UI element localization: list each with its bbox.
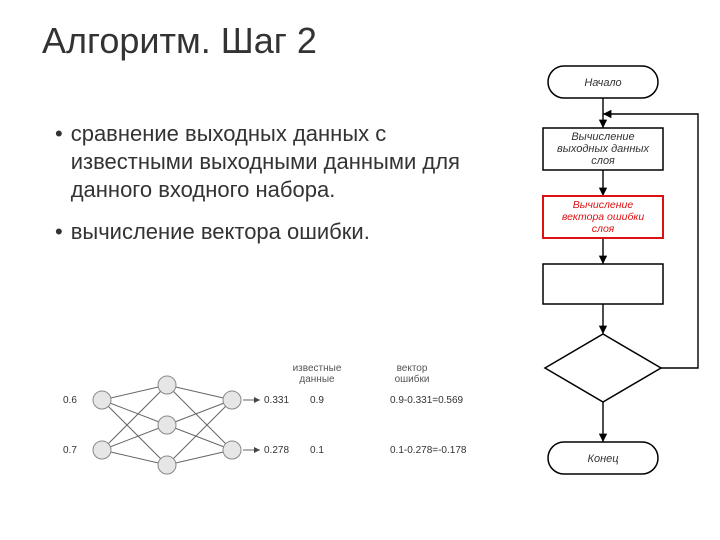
svg-text:0.1-0.278=-0.178: 0.1-0.278=-0.178: [390, 445, 467, 456]
list-item: • сравнение выходных данных с известными…: [55, 120, 475, 204]
slide-title: Алгоритм. Шаг 2: [42, 20, 317, 62]
svg-text:Начало: Начало: [584, 77, 621, 89]
svg-text:0.9: 0.9: [310, 395, 324, 406]
svg-text:слоя: слоя: [592, 223, 615, 235]
list-item: • вычисление вектора ошибки.: [55, 218, 475, 246]
svg-text:вектора ошибки: вектора ошибки: [562, 211, 644, 223]
svg-text:выходных данных: выходных данных: [557, 143, 650, 155]
svg-text:0.331: 0.331: [264, 395, 289, 406]
bullet-text: сравнение выходных данных с известными в…: [71, 120, 475, 204]
flowchart-svg: НачалоВычислениевыходных данныхслояВычис…: [488, 58, 718, 498]
svg-text:данные: данные: [299, 374, 335, 385]
flowchart-diagram: НачалоВычислениевыходных данныхслояВычис…: [488, 58, 718, 518]
nn-svg: 0.331 0.278 0.6 0.7 известныеданные вектороши…: [42, 355, 472, 495]
svg-text:известные: известные: [293, 363, 342, 374]
svg-text:0.278: 0.278: [264, 445, 289, 456]
bullet-dot-icon: •: [55, 218, 63, 246]
bullet-text: вычисление вектора ошибки.: [71, 218, 370, 246]
neural-network-diagram: 0.331 0.278 0.6 0.7 известныеданные вектороши…: [42, 355, 472, 495]
svg-text:вектор: вектор: [397, 363, 428, 374]
bullet-dot-icon: •: [55, 120, 63, 148]
svg-text:Вычисление: Вычисление: [573, 199, 634, 211]
svg-text:слоя: слоя: [591, 155, 615, 167]
svg-text:0.7: 0.7: [63, 445, 77, 456]
svg-text:0.1: 0.1: [310, 445, 324, 456]
svg-text:Конец: Конец: [587, 453, 618, 465]
svg-text:0.9-0.331=0.569: 0.9-0.331=0.569: [390, 395, 464, 406]
svg-text:Вычисление: Вычисление: [571, 131, 634, 143]
svg-text:0.6: 0.6: [63, 395, 77, 406]
svg-text:ошибки: ошибки: [395, 373, 430, 385]
bullet-list: • сравнение выходных данных с известными…: [55, 120, 475, 260]
